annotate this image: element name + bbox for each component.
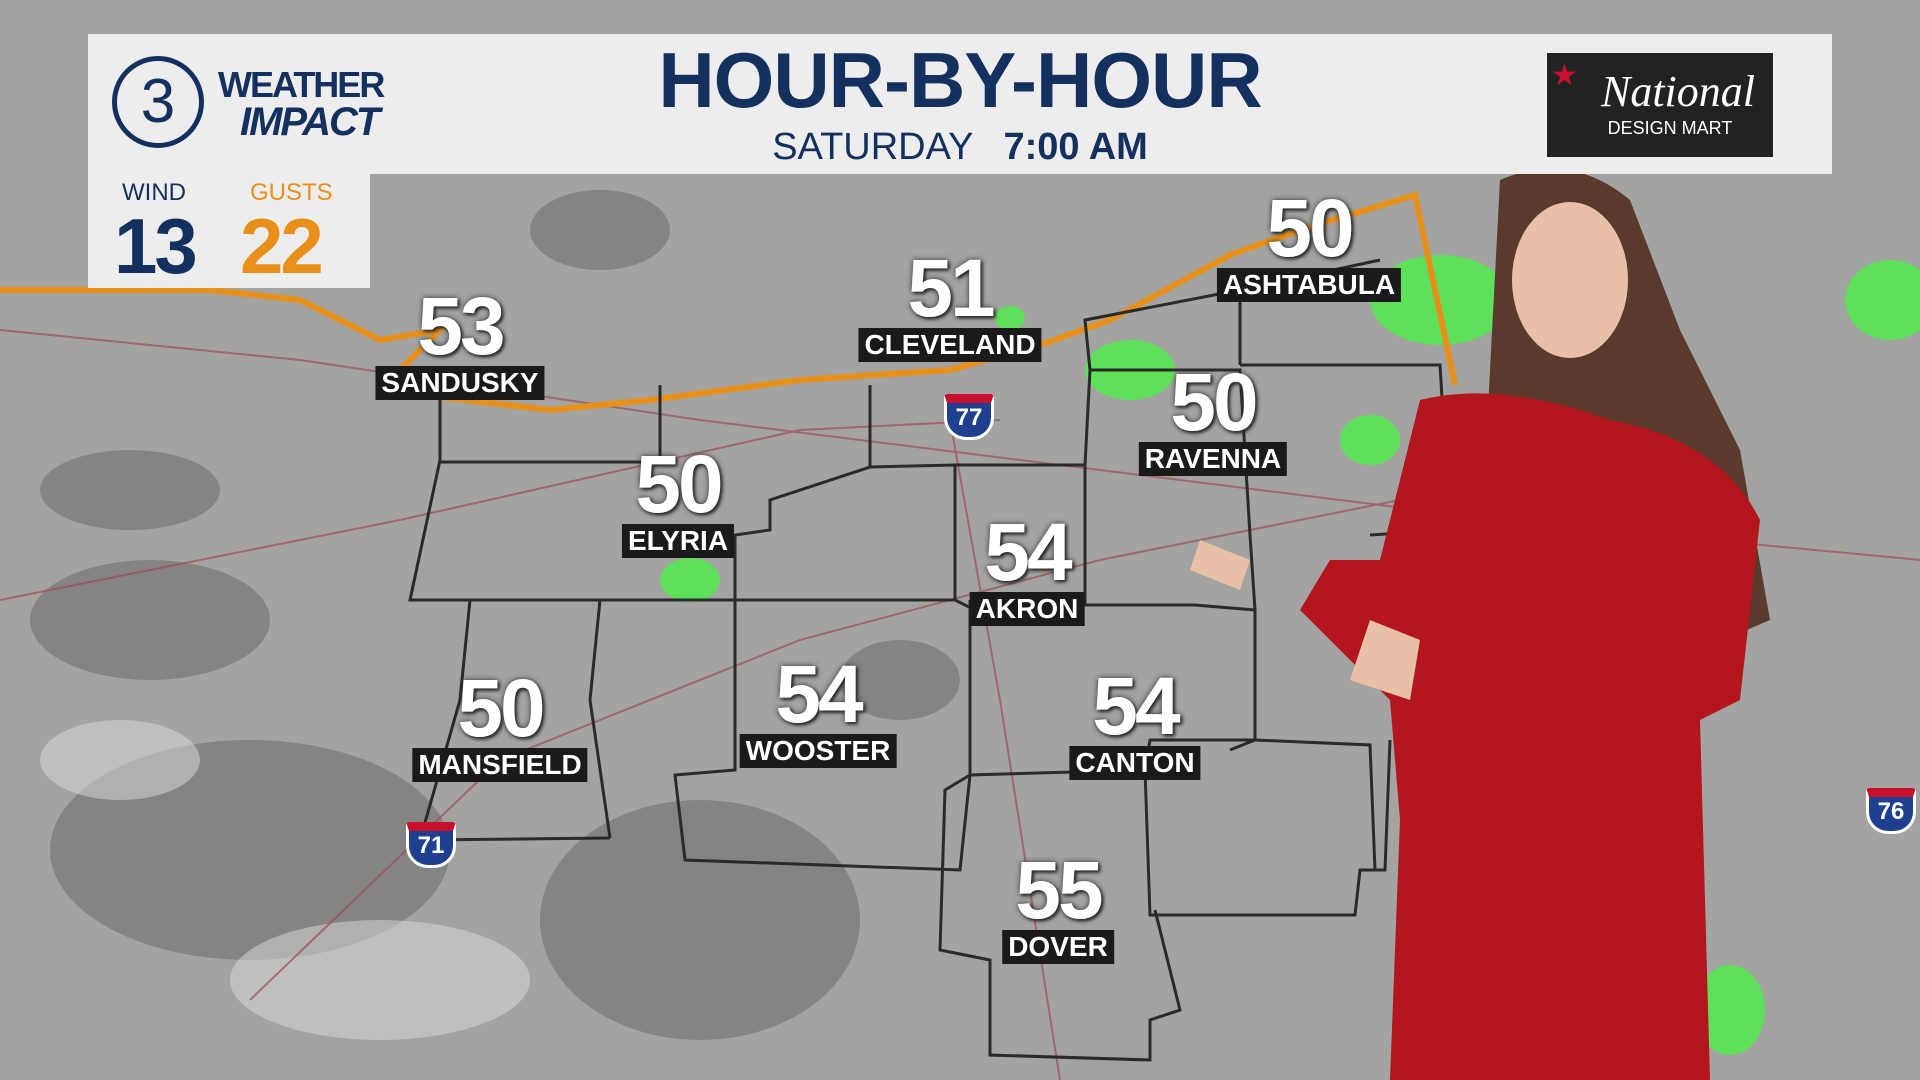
gusts-value: 22 <box>240 202 324 290</box>
city-akron: 54 AKRON <box>969 512 1085 626</box>
sponsor-logo: ★ National DESIGN MART <box>1547 53 1773 157</box>
radar-precip <box>660 255 1920 1055</box>
forecast-day: SATURDAY <box>772 126 974 168</box>
forecast-time: SATURDAY 7:00 AM <box>88 126 1832 168</box>
wind-value: 13 <box>114 202 198 290</box>
city-mansfield: 50 MANSFIELD <box>412 668 588 782</box>
station-logo: 3 <box>112 56 204 148</box>
gusts-label: GUSTS <box>250 179 333 206</box>
cloud-cover <box>30 190 960 1040</box>
star-icon: ★ <box>1551 59 1578 92</box>
page-title: HOUR-BY-HOUR <box>658 36 1262 124</box>
wind-panel: WIND 13 GUSTS 22 <box>88 174 370 288</box>
wind-label: WIND <box>122 179 186 206</box>
city-wooster: 54 WOOSTER <box>739 654 897 768</box>
presenter <box>1190 168 1770 1080</box>
interstate-77-shield: 77 <box>944 394 994 440</box>
city-ashtabula: 50 ASHTABULA <box>1216 188 1402 302</box>
city-dover: 55 DOVER <box>1002 850 1114 964</box>
city-sandusky: 53 SANDUSKY <box>375 286 545 400</box>
header-banner: 3 WEATHER IMPACT HOUR-BY-HOUR SATURDAY 7:0… <box>88 34 1832 174</box>
city-canton: 54 CANTON <box>1069 666 1201 780</box>
lake-erie-shoreline <box>0 191 1458 414</box>
interstate-76-shield: 76 <box>1866 788 1916 834</box>
weather-impact-logo: WEATHER IMPACT <box>218 64 385 144</box>
city-cleveland: 51 CLEVELAND <box>858 248 1042 362</box>
forecast-hour: 7:00 AM <box>1003 126 1148 168</box>
city-elyria: 50 ELYRIA <box>621 444 735 558</box>
city-ravenna: 50 RAVENNA <box>1138 362 1288 476</box>
interstate-71-shield: 71 <box>406 822 456 868</box>
